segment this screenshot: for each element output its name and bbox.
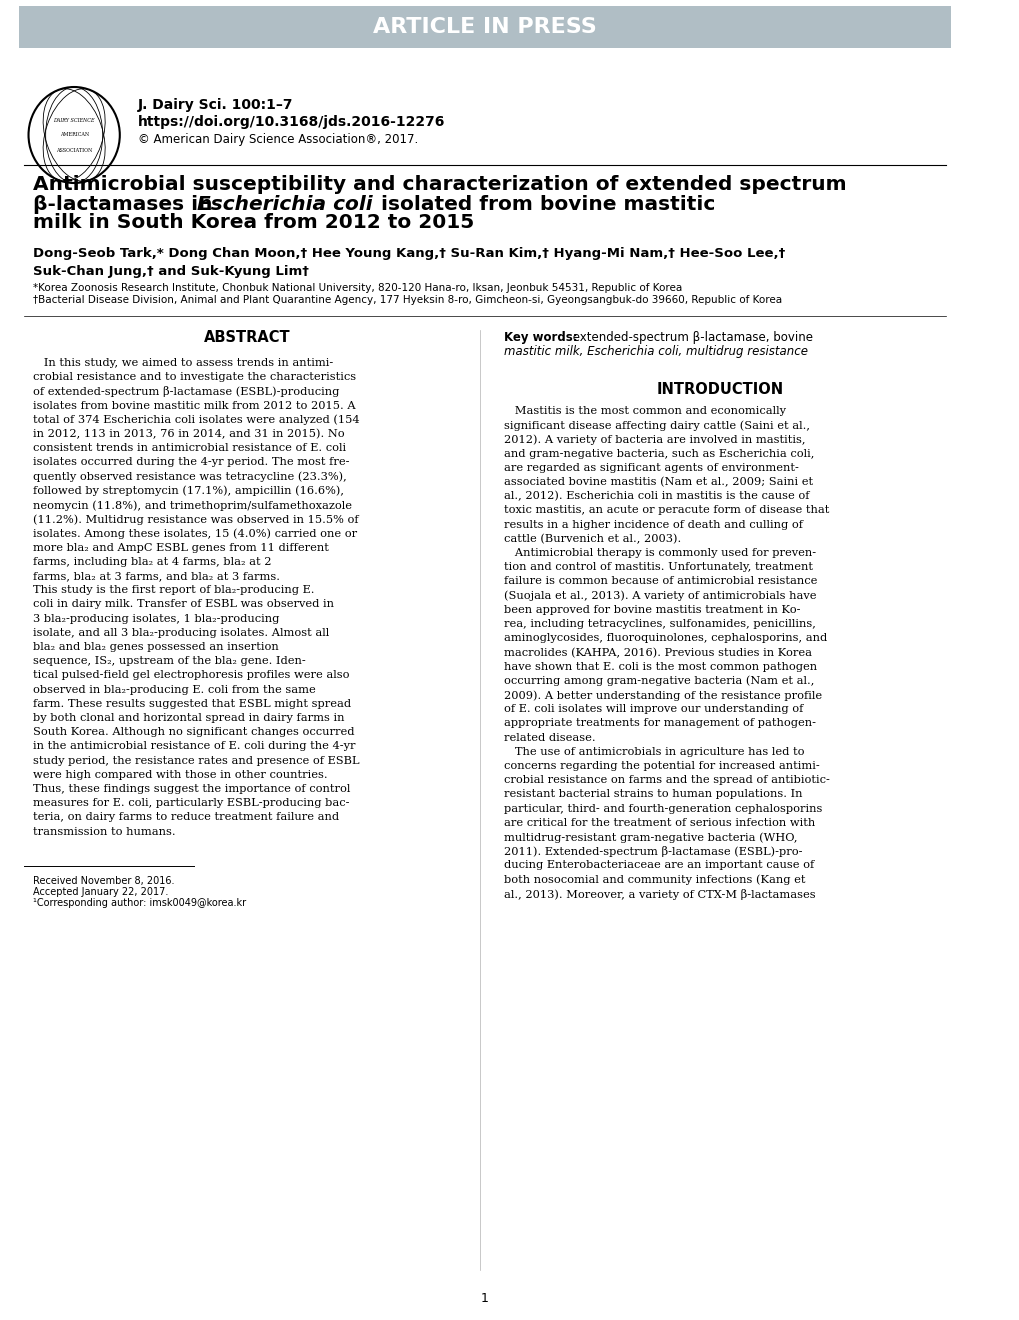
Text: observed in bla₂-producing E. coli from the same: observed in bla₂-producing E. coli from … (34, 685, 316, 694)
Text: farms, bla₂ at 3 farms, and bla₂ at 3 farms.: farms, bla₂ at 3 farms, and bla₂ at 3 fa… (34, 572, 280, 581)
Text: are regarded as significant agents of environment-: are regarded as significant agents of en… (503, 463, 798, 473)
Text: Antimicrobial susceptibility and characterization of extended spectrum: Antimicrobial susceptibility and charact… (34, 176, 846, 194)
Text: have shown that E. coli is the most common pathogen: have shown that E. coli is the most comm… (503, 661, 816, 672)
Text: consistent trends in antimicrobial resistance of E. coli: consistent trends in antimicrobial resis… (34, 444, 346, 453)
Text: in the antimicrobial resistance of E. coli during the 4-yr: in the antimicrobial resistance of E. co… (34, 742, 356, 751)
Text: bla₂ and bla₂ genes possessed an insertion: bla₂ and bla₂ genes possessed an inserti… (34, 642, 279, 652)
Text: The use of antimicrobials in agriculture has led to: The use of antimicrobials in agriculture… (503, 747, 804, 756)
Text: crobial resistance and to investigate the characteristics: crobial resistance and to investigate th… (34, 372, 356, 383)
Text: study period, the resistance rates and presence of ESBL: study period, the resistance rates and p… (34, 755, 360, 766)
Text: mastitic milk, Escherichia coli, multidrug resistance: mastitic milk, Escherichia coli, multidr… (503, 346, 807, 359)
Text: and gram-negative bacteria, such as Escherichia coli,: and gram-negative bacteria, such as Esch… (503, 449, 813, 458)
Text: 2012). A variety of bacteria are involved in mastitis,: 2012). A variety of bacteria are involve… (503, 434, 805, 445)
Text: extended-spectrum β-lactamase, bovine: extended-spectrum β-lactamase, bovine (568, 331, 812, 345)
Text: ASSOCIATION: ASSOCIATION (56, 148, 93, 153)
Text: coli in dairy milk. Transfer of ESBL was observed in: coli in dairy milk. Transfer of ESBL was… (34, 599, 334, 610)
Text: aminoglycosides, fluoroquinolones, cephalosporins, and: aminoglycosides, fluoroquinolones, cepha… (503, 634, 826, 643)
Text: total of 374 Escherichia coli isolates were analyzed (154: total of 374 Escherichia coli isolates w… (34, 414, 360, 425)
Text: more bla₂ and AmpC ESBL genes from 11 different: more bla₂ and AmpC ESBL genes from 11 di… (34, 543, 329, 553)
Text: INTRODUCTION: INTRODUCTION (656, 383, 783, 397)
Text: in 2012, 113 in 2013, 76 in 2014, and 31 in 2015). No: in 2012, 113 in 2013, 76 in 2014, and 31… (34, 429, 344, 440)
Text: South Korea. Although no significant changes occurred: South Korea. Although no significant cha… (34, 727, 355, 737)
Text: milk in South Korea from 2012 to 2015: milk in South Korea from 2012 to 2015 (34, 214, 474, 232)
Text: measures for E. coli, particularly ESBL-producing bac-: measures for E. coli, particularly ESBL-… (34, 799, 350, 808)
FancyBboxPatch shape (19, 7, 950, 48)
Text: followed by streptomycin (17.1%), ampicillin (16.6%),: followed by streptomycin (17.1%), ampici… (34, 486, 344, 496)
Text: multidrug-resistant gram-negative bacteria (WHO,: multidrug-resistant gram-negative bacter… (503, 832, 797, 842)
Text: isolate, and all 3 bla₂-producing isolates. Almost all: isolate, and all 3 bla₂-producing isolat… (34, 628, 329, 638)
Text: 2011). Extended-spectrum β-lactamase (ESBL)-pro-: 2011). Extended-spectrum β-lactamase (ES… (503, 846, 802, 857)
Text: Mastitis is the most common and economically: Mastitis is the most common and economic… (503, 407, 785, 416)
Text: cattle (Burvenich et al., 2003).: cattle (Burvenich et al., 2003). (503, 533, 681, 544)
Text: isolated from bovine mastitic: isolated from bovine mastitic (373, 194, 714, 214)
Text: ducing Enterobacteriaceae are an important cause of: ducing Enterobacteriaceae are an importa… (503, 861, 813, 870)
Text: Suk-Chan Jung,† and Suk-Kyung Lim†: Suk-Chan Jung,† and Suk-Kyung Lim† (34, 264, 309, 277)
Text: In this study, we aimed to assess trends in antimi-: In this study, we aimed to assess trends… (34, 358, 333, 368)
Text: ¹Corresponding author: imsk0049@korea.kr: ¹Corresponding author: imsk0049@korea.kr (34, 898, 247, 908)
Text: 2009). A better understanding of the resistance profile: 2009). A better understanding of the res… (503, 690, 821, 701)
Text: results in a higher incidence of death and culling of: results in a higher incidence of death a… (503, 520, 802, 529)
Text: ARTICLE IN PRESS: ARTICLE IN PRESS (373, 17, 596, 37)
Text: failure is common because of antimicrobial resistance: failure is common because of antimicrobi… (503, 577, 816, 586)
Text: isolates occurred during the 4-yr period. The most fre-: isolates occurred during the 4-yr period… (34, 458, 350, 467)
Text: concerns regarding the potential for increased antimi-: concerns regarding the potential for inc… (503, 762, 819, 771)
Text: 1: 1 (481, 1291, 488, 1304)
Text: been approved for bovine mastitis treatment in Ko-: been approved for bovine mastitis treatm… (503, 605, 800, 615)
Text: are critical for the treatment of serious infection with: are critical for the treatment of seriou… (503, 818, 814, 828)
Text: 3 bla₂-producing isolates, 1 bla₂-producing: 3 bla₂-producing isolates, 1 bla₂-produc… (34, 614, 279, 623)
Text: J. Dairy Sci. 100:1–7: J. Dairy Sci. 100:1–7 (138, 98, 293, 112)
Text: Escherichia coli: Escherichia coli (197, 194, 372, 214)
Text: al., 2012). Escherichia coli in mastitis is the cause of: al., 2012). Escherichia coli in mastitis… (503, 491, 809, 502)
Text: both nosocomial and community infections (Kang et: both nosocomial and community infections… (503, 875, 805, 886)
Text: Key words:: Key words: (503, 331, 577, 345)
Text: quently observed resistance was tetracycline (23.3%),: quently observed resistance was tetracyc… (34, 471, 346, 482)
Text: isolates from bovine mastitic milk from 2012 to 2015. A: isolates from bovine mastitic milk from … (34, 400, 356, 411)
Text: Dong-Seob Tark,* Dong Chan Moon,† Hee Young Kang,† Su-Ran Kim,† Hyang-Mi Nam,† H: Dong-Seob Tark,* Dong Chan Moon,† Hee Yo… (34, 248, 785, 260)
Text: teria, on dairy farms to reduce treatment failure and: teria, on dairy farms to reduce treatmen… (34, 812, 339, 822)
Text: occurring among gram-negative bacteria (Nam et al.,: occurring among gram-negative bacteria (… (503, 676, 813, 686)
Text: crobial resistance on farms and the spread of antibiotic-: crobial resistance on farms and the spre… (503, 775, 828, 785)
Text: significant disease affecting dairy cattle (Saini et al.,: significant disease affecting dairy catt… (503, 420, 809, 430)
Text: by both clonal and horizontal spread in dairy farms in: by both clonal and horizontal spread in … (34, 713, 344, 723)
Text: ABSTRACT: ABSTRACT (204, 330, 290, 346)
Text: isolates. Among these isolates, 15 (4.0%) carried one or: isolates. Among these isolates, 15 (4.0%… (34, 528, 357, 539)
Text: © American Dairy Science Association®, 2017.: © American Dairy Science Association®, 2… (138, 133, 418, 147)
Text: associated bovine mastitis (Nam et al., 2009; Saini et: associated bovine mastitis (Nam et al., … (503, 477, 812, 487)
Text: Thus, these findings suggest the importance of control: Thus, these findings suggest the importa… (34, 784, 351, 795)
Text: †Bacterial Disease Division, Animal and Plant Quarantine Agency, 177 Hyeksin 8-r: †Bacterial Disease Division, Animal and … (34, 294, 782, 305)
Text: resistant bacterial strains to human populations. In: resistant bacterial strains to human pop… (503, 789, 802, 800)
Text: neomycin (11.8%), and trimethoprim/sulfamethoxazole: neomycin (11.8%), and trimethoprim/sulfa… (34, 500, 352, 511)
Text: This study is the first report of bla₂-producing E.: This study is the first report of bla₂-p… (34, 585, 315, 595)
Text: Received November 8, 2016.: Received November 8, 2016. (34, 875, 174, 886)
Text: particular, third- and fourth-generation cephalosporins: particular, third- and fourth-generation… (503, 804, 821, 813)
Text: DAIRY SCIENCE: DAIRY SCIENCE (53, 117, 95, 123)
Text: rea, including tetracyclines, sulfonamides, penicillins,: rea, including tetracyclines, sulfonamid… (503, 619, 815, 630)
Text: sequence, IS₂, upstream of the bla₂ gene. Iden-: sequence, IS₂, upstream of the bla₂ gene… (34, 656, 306, 667)
Text: AMERICAN: AMERICAN (59, 132, 89, 137)
Text: of extended-spectrum β-lactamase (ESBL)-producing: of extended-spectrum β-lactamase (ESBL)-… (34, 387, 339, 397)
Text: of E. coli isolates will improve our understanding of: of E. coli isolates will improve our und… (503, 704, 803, 714)
Text: Antimicrobial therapy is commonly used for preven-: Antimicrobial therapy is commonly used f… (503, 548, 815, 558)
Text: related disease.: related disease. (503, 733, 595, 743)
Text: https://doi.org/10.3168/jds.2016-12276: https://doi.org/10.3168/jds.2016-12276 (138, 115, 445, 129)
Text: appropriate treatments for management of pathogen-: appropriate treatments for management of… (503, 718, 815, 729)
Text: Accepted January 22, 2017.: Accepted January 22, 2017. (34, 887, 168, 896)
Text: farm. These results suggested that ESBL might spread: farm. These results suggested that ESBL … (34, 698, 352, 709)
Text: farms, including bla₂ at 4 farms, bla₂ at 2: farms, including bla₂ at 4 farms, bla₂ a… (34, 557, 271, 566)
Text: (11.2%). Multidrug resistance was observed in 15.5% of: (11.2%). Multidrug resistance was observ… (34, 515, 359, 525)
Text: toxic mastitis, an acute or peracute form of disease that: toxic mastitis, an acute or peracute for… (503, 506, 828, 515)
Text: *Korea Zoonosis Research Institute, Chonbuk National University, 820-120 Hana-ro: *Korea Zoonosis Research Institute, Chon… (34, 282, 682, 293)
Text: tion and control of mastitis. Unfortunately, treatment: tion and control of mastitis. Unfortunat… (503, 562, 812, 572)
Text: transmission to humans.: transmission to humans. (34, 826, 175, 837)
Text: macrolides (KAHPA, 2016). Previous studies in Korea: macrolides (KAHPA, 2016). Previous studi… (503, 647, 811, 657)
Text: (Suojala et al., 2013). A variety of antimicrobials have: (Suojala et al., 2013). A variety of ant… (503, 590, 815, 601)
Text: β-lactamases in: β-lactamases in (34, 194, 219, 214)
Text: were high compared with those in other countries.: were high compared with those in other c… (34, 770, 327, 780)
Text: al., 2013). Moreover, a variety of CTX-M β-lactamases: al., 2013). Moreover, a variety of CTX-M… (503, 888, 815, 900)
Text: tical pulsed-field gel electrophoresis profiles were also: tical pulsed-field gel electrophoresis p… (34, 671, 350, 680)
